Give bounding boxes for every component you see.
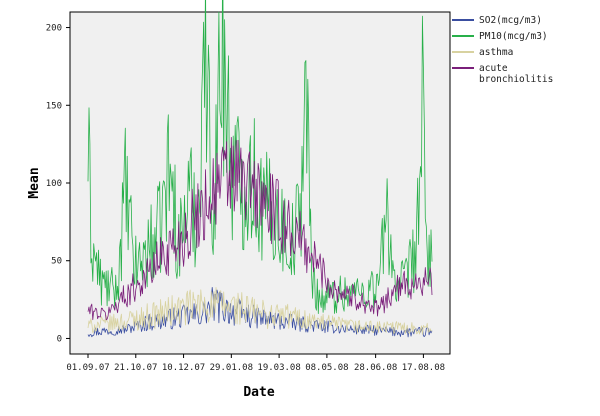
x-tick-label: 17.08.08 <box>402 363 445 373</box>
legend-label: SO2(mcg/m3) <box>479 15 542 26</box>
series-line-3 <box>87 136 433 321</box>
x-axis: 01.09.07 21.10.07 10.12.07 29.01.08 19.03.08… <box>66 354 445 373</box>
legend: SO2(mcg/m3) PM10(mcg/m3) asthma acutebronch… <box>452 15 553 85</box>
legend-label: bronchiolitis <box>479 74 553 85</box>
x-tick-label: 21.10.07 <box>114 363 157 373</box>
legend-label: asthma <box>479 47 513 58</box>
x-tick-label: 08.05.08 <box>305 363 348 373</box>
legend-label: PM10(mcg/m3) <box>479 31 548 42</box>
series-lines <box>87 0 433 338</box>
y-axis: 0 50 100 150 200 <box>46 24 70 344</box>
y-tick-label: 0 <box>57 334 62 344</box>
series-line-0 <box>87 286 433 338</box>
y-axis-title: Mean <box>27 167 42 198</box>
y-tick-label: 50 <box>51 257 62 267</box>
series-line-2 <box>87 287 433 335</box>
x-tick-label: 10.12.07 <box>162 363 205 373</box>
x-tick-label: 28.06.08 <box>354 363 397 373</box>
x-tick-label: 29.01.08 <box>210 363 253 373</box>
x-axis-title: Date <box>243 385 274 400</box>
series-line-1 <box>87 0 433 315</box>
x-tick-label: 01.09.07 <box>66 363 109 373</box>
y-tick-label: 150 <box>46 101 62 111</box>
x-tick-label: 19.03.08 <box>257 363 300 373</box>
legend-label: acute <box>479 63 508 74</box>
y-tick-label: 100 <box>46 179 62 189</box>
y-tick-label: 200 <box>46 24 62 34</box>
